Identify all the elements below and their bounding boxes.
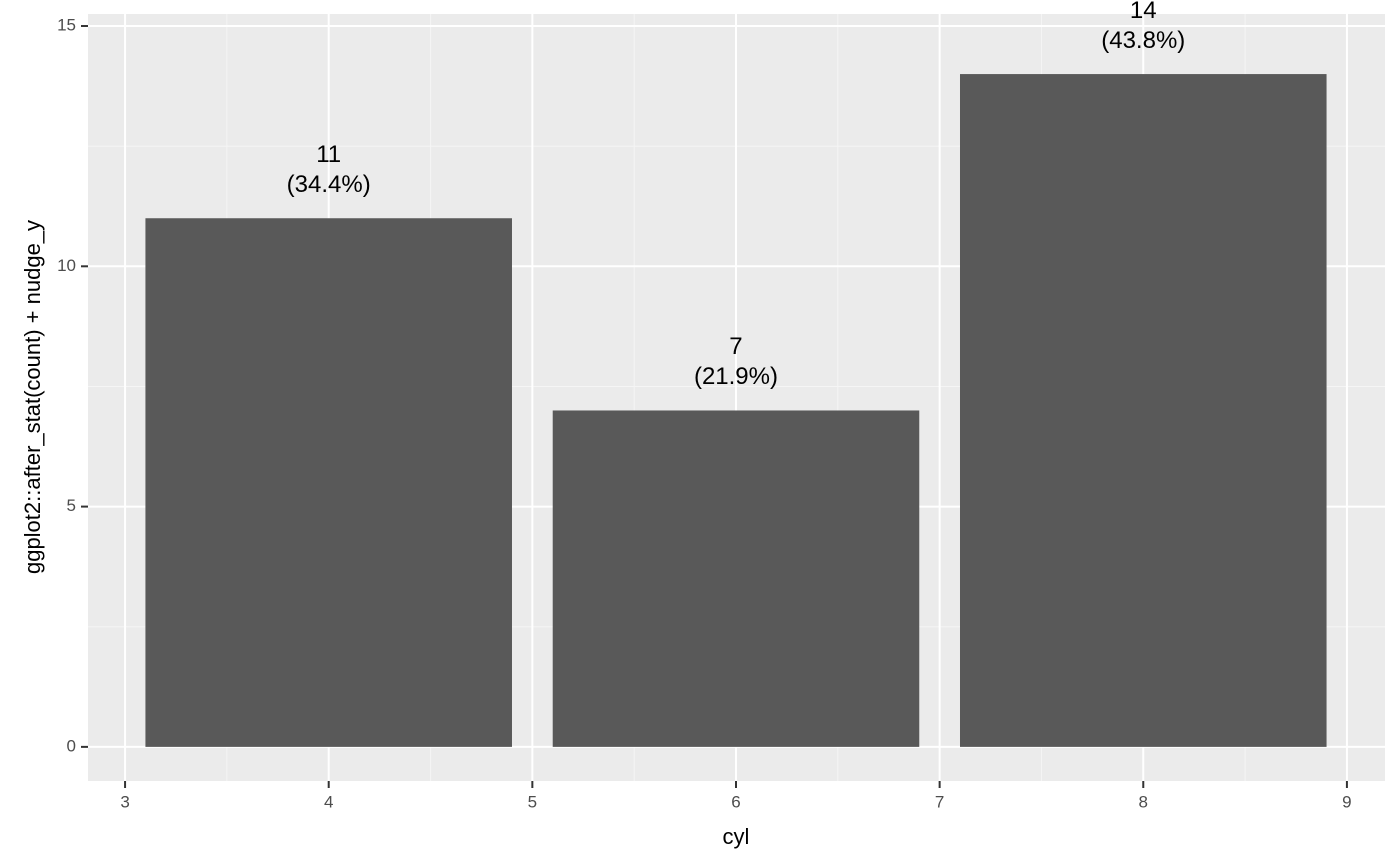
- bar: [552, 410, 920, 747]
- y-tick-label: 5: [67, 496, 76, 515]
- x-tick-label: 7: [935, 792, 944, 811]
- value-label: 7 (21.9%): [693, 333, 778, 391]
- value-label: 11 (34.4%): [286, 141, 371, 199]
- y-tick-label: 0: [67, 736, 76, 755]
- bar: [959, 74, 1327, 747]
- value-label: 14 (43.8%): [1101, 0, 1186, 55]
- y-axis-title: ggplot2::after_stat(count) + nudge_y: [20, 220, 45, 574]
- x-tick-label: 8: [1139, 792, 1148, 811]
- x-tick-label: 3: [120, 792, 129, 811]
- x-tick-label: 9: [1342, 792, 1351, 811]
- y-tick-label: 10: [57, 256, 76, 275]
- x-axis-title: cyl: [723, 824, 750, 849]
- x-tick-label: 6: [731, 792, 740, 811]
- bar: [145, 218, 512, 747]
- x-tick-label: 5: [528, 792, 537, 811]
- x-tick-label: 4: [324, 792, 333, 811]
- y-tick-label: 15: [57, 15, 76, 34]
